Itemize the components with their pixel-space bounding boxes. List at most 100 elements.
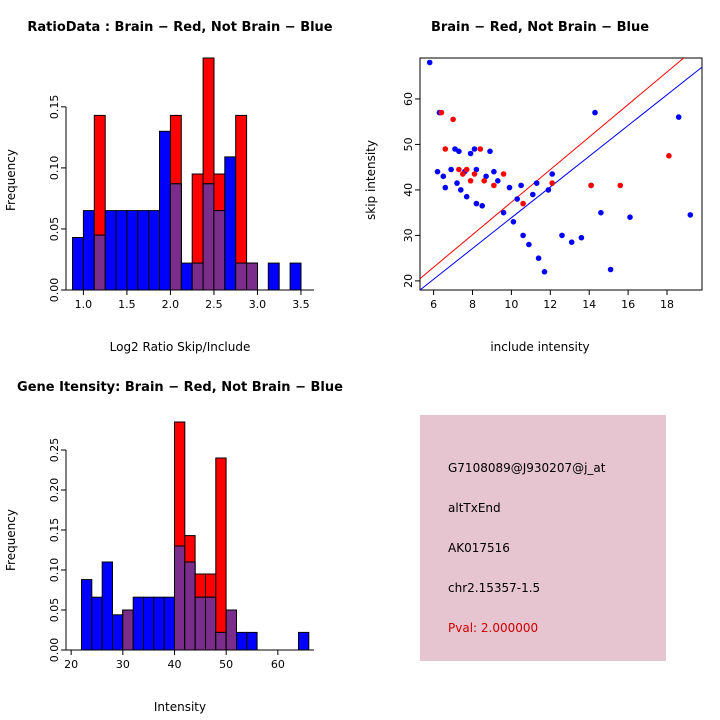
chart-title: RatioData : Brain − Red, Not Brain − Blu…: [27, 20, 333, 35]
x-tick-label: 10: [504, 298, 518, 311]
pval-text: Pval: 2.000000: [448, 621, 539, 635]
scatter-point-blue: [426, 59, 433, 66]
scatter-point-blue: [514, 196, 520, 202]
y-tick-label: 60: [402, 92, 415, 106]
hist-bar-blue: [82, 210, 95, 291]
x-tick-label: 60: [271, 658, 285, 671]
scatter-point-red: [467, 178, 474, 184]
hist-bar-blue: [224, 156, 237, 291]
x-tick-label: 8: [469, 298, 476, 311]
scatter-point-red: [442, 146, 449, 152]
scatter-point-blue: [454, 180, 460, 186]
scatter-point-blue: [520, 232, 526, 239]
locus-text: chr2.15357-1.5: [448, 581, 541, 595]
hist-bar-blue: [163, 596, 175, 651]
scatter-point-blue: [463, 193, 470, 200]
plot-box: [419, 57, 703, 291]
scatter-point-blue: [467, 150, 474, 157]
hist-bar-blue: [298, 631, 310, 651]
hist-bar-overlap: [191, 262, 204, 291]
fit-lines: [420, 58, 702, 290]
scatter-point-red: [491, 182, 497, 189]
panel-gene-info: G7108089@J930207@j_at altTxEnd AK017516 …: [360, 360, 720, 720]
x-tick-label: 18: [660, 298, 674, 311]
accession-text: AK017516: [448, 541, 510, 555]
scatter-point-blue: [483, 173, 489, 180]
scatter-point-blue: [559, 232, 565, 239]
y-tick-label: 0.00: [48, 638, 61, 663]
y-tick-label: 0.10: [48, 558, 61, 583]
histogram-bars: [72, 57, 302, 291]
scatter-point-red: [456, 166, 462, 173]
hist-bar-overlap: [169, 183, 182, 291]
x-tick-label: 14: [582, 298, 596, 311]
scatter-point-blue: [598, 209, 604, 216]
y-tick-label: 0.00: [48, 278, 61, 303]
panel-gene-intensity-histogram: Gene Itensity: Brain − Red, Not Brain − …: [0, 360, 360, 720]
hist-bar-blue: [91, 596, 103, 651]
hist-bar-blue: [137, 210, 150, 291]
y-tick-label: 0.10: [48, 156, 61, 181]
scatter-point-blue: [578, 234, 585, 241]
x-tick-label: 2.0: [162, 298, 180, 311]
hist-bar-blue: [180, 262, 193, 291]
scatter-plot-canvas: 6 8 10 12 14 16 18 20 30 40 50 60: [402, 57, 703, 311]
scatter-point-blue: [456, 148, 462, 155]
scatter-point-red: [450, 116, 456, 123]
scatter-point-blue: [458, 187, 464, 193]
scatter-point-blue: [473, 200, 480, 207]
hist-bar-blue: [104, 210, 117, 291]
scatter-point-blue: [535, 255, 542, 261]
scatter-point-red: [500, 171, 507, 177]
hist-bar-blue: [115, 210, 128, 291]
scatter-point-red: [460, 171, 466, 177]
gene-histogram-canvas: 20 30 40 50 60 0.00 0.05 0.10 0.15 0.20 0.25: [48, 421, 314, 671]
scatter-point-blue: [607, 266, 614, 273]
ratio-histogram-canvas: 1.0 1.5 2.0 2.5 3.0 3.5 0.00 0.05 0.10 0.15: [48, 57, 314, 311]
y-tick-label: 0.15: [48, 518, 61, 543]
hist-bar-blue: [289, 262, 302, 291]
scatter-point-red: [666, 153, 672, 159]
hist-bar-blue: [153, 596, 165, 651]
x-axis-label: Log2 Ratio Skip/Include: [109, 340, 251, 354]
scatter-point-blue: [442, 184, 449, 191]
scatter-point-red: [477, 146, 484, 152]
x-tick-label: 16: [621, 298, 635, 311]
blue-fit-line: [420, 66, 702, 290]
scatter-point-red: [549, 180, 555, 186]
hist-bar-red: [215, 457, 227, 651]
y-tick-label: 50: [402, 137, 415, 151]
hist-bar-blue: [236, 631, 248, 651]
scatter-point-blue: [491, 168, 497, 175]
y-axis-label-text: Frequency: [4, 149, 18, 211]
y-tick-label: 0.05: [48, 598, 61, 623]
scatter-point-blue: [533, 180, 540, 186]
hist-bar-blue: [267, 262, 280, 291]
scatter-point-blue: [471, 146, 478, 152]
scatter-point-blue: [545, 187, 552, 193]
axes-ticks: 1.0 1.5 2.0 2.5 3.0 3.5 0.00 0.05 0.10 0.15: [48, 95, 310, 311]
scatter-point-blue: [440, 173, 447, 180]
points-blue: [426, 59, 694, 275]
scatter-point-blue: [479, 203, 485, 209]
scatter-point-blue: [541, 269, 548, 275]
scatter-point-blue: [487, 148, 493, 155]
red-fit-line: [420, 58, 685, 280]
scatter-point-blue: [526, 241, 532, 248]
x-tick-label: 20: [64, 658, 78, 671]
scatter-point-blue: [549, 171, 555, 177]
hist-bar-overlap: [202, 183, 215, 291]
x-tick-label: 30: [116, 658, 130, 671]
x-tick-label: 1.5: [118, 298, 136, 311]
y-tick-label: 30: [402, 228, 415, 242]
hist-bar-blue: [246, 631, 258, 651]
hist-bar-blue: [72, 237, 84, 291]
hist-bar-blue: [143, 596, 155, 651]
x-tick-label: 50: [219, 658, 233, 671]
scatter-point-red: [471, 171, 478, 177]
y-tick-label: 0.25: [48, 438, 61, 463]
x-tick-label: 6: [430, 298, 437, 311]
axes-ticks: 6 8 10 12 14 16 18 20 30 40 50 60: [402, 92, 674, 311]
scatter-point-blue: [675, 114, 682, 120]
y-axis-label: skip intensity: [362, 0, 380, 360]
